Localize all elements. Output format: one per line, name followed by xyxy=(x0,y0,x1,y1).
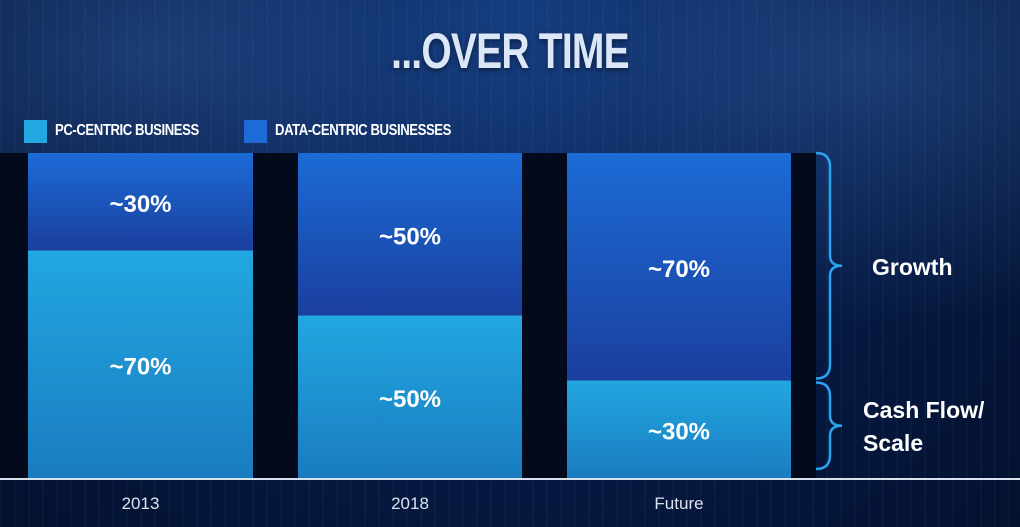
x-tick-label-Future: Future xyxy=(654,494,703,513)
legend-label-pc: PC-CENTRIC BUSINESS xyxy=(55,122,199,139)
bar-segment-dc-Future xyxy=(567,153,791,381)
bar-segment-pc-2013 xyxy=(28,250,253,478)
bar-segment-dc-2018 xyxy=(298,153,522,316)
legend-item-pc: PC-CENTRIC BUSINESS xyxy=(24,119,230,143)
bar-segment-pc-Future xyxy=(567,380,791,478)
data-label-pc-2013: ~70% xyxy=(109,353,171,380)
data-label-dc-2013: ~30% xyxy=(109,191,171,218)
x-tick-label-2013: 2013 xyxy=(122,494,160,513)
annotation-cashflow-line-0: Cash Flow/ xyxy=(863,397,985,423)
legend-item-dc: DATA-CENTRIC BUSINESSES xyxy=(244,119,490,143)
annotation-cashflow-line-1: Scale xyxy=(863,430,923,456)
data-label-dc-2018: ~50% xyxy=(379,223,441,250)
chart-legend: PC-CENTRIC BUSINESS DATA-CENTRIC BUSINES… xyxy=(24,119,504,143)
data-label-pc-2018: ~50% xyxy=(379,386,441,413)
bracket-growth xyxy=(815,151,843,380)
bracket-cashflow xyxy=(815,381,843,471)
data-label-dc-Future: ~70% xyxy=(648,256,710,283)
legend-swatch-pc xyxy=(24,119,47,143)
x-tick-label-2018: 2018 xyxy=(391,494,429,513)
legend-swatch-dc xyxy=(244,119,268,143)
annotation-growth: Growth xyxy=(872,254,953,280)
bar-segment-pc-2018 xyxy=(298,315,522,478)
bar-segment-dc-2013 xyxy=(28,153,253,251)
page-title: ...OVER TIME xyxy=(391,23,629,79)
legend-label-dc: DATA-CENTRIC BUSINESSES xyxy=(275,122,452,139)
data-label-pc-Future: ~30% xyxy=(648,418,710,445)
